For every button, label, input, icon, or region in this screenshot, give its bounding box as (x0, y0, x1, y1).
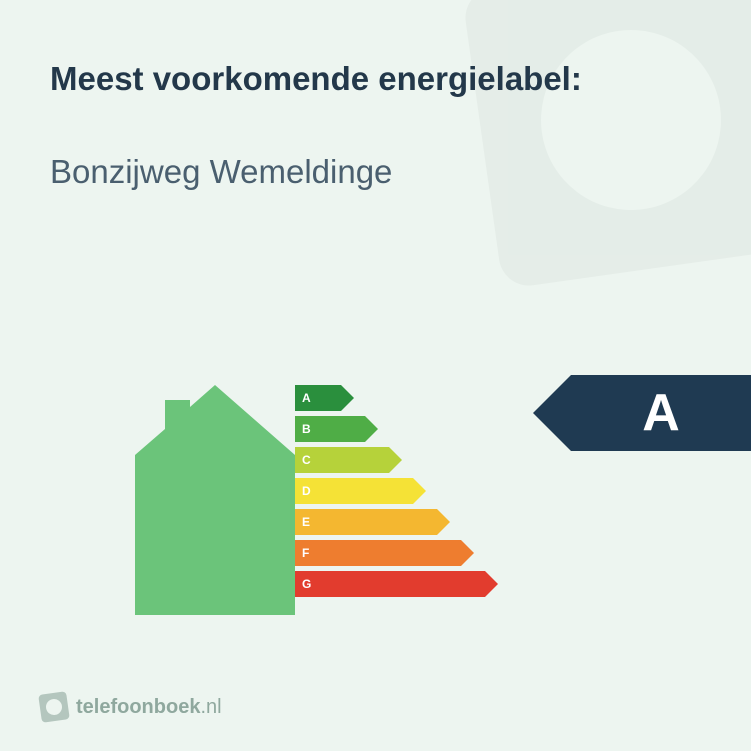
badge-arrow (533, 375, 571, 451)
brand-icon (38, 691, 70, 723)
bar-arrow (341, 385, 354, 411)
energy-bar-f: F (295, 540, 485, 566)
brand-tld: .nl (200, 696, 221, 718)
result-label-text: A (642, 383, 680, 443)
bar-shape (295, 571, 485, 597)
energy-bars: A B C D E F G (295, 385, 485, 602)
location-subtitle: Bonzijweg Wemeldinge (50, 153, 701, 191)
bar-arrow (485, 571, 498, 597)
brand-text: telefoonboek.nl (76, 696, 222, 719)
footer-brand: telefoonboek.nl (40, 693, 222, 721)
bar-arrow (461, 540, 474, 566)
bar-arrow (365, 416, 378, 442)
energy-bar-b: B (295, 416, 485, 442)
bar-label-text: F (302, 546, 309, 560)
bar-arrow (389, 447, 402, 473)
house-icon (135, 385, 295, 615)
bar-label-text: G (302, 577, 311, 591)
energy-bar-d: D (295, 478, 485, 504)
bar-label-text: B (302, 422, 311, 436)
bar-shape (295, 509, 437, 535)
brand-name: telefoonboek (76, 696, 200, 718)
energy-bar-e: E (295, 509, 485, 535)
bar-arrow (437, 509, 450, 535)
energy-bar-a: A (295, 385, 485, 411)
page-title: Meest voorkomende energielabel: (50, 60, 701, 98)
bar-label-text: C (302, 453, 311, 467)
bar-shape (295, 478, 413, 504)
bar-shape (295, 540, 461, 566)
bar-label-text: E (302, 515, 310, 529)
content-area: Meest voorkomende energielabel: Bonzijwe… (0, 0, 751, 191)
bar-label-text: A (302, 391, 311, 405)
badge-body: A (571, 375, 751, 451)
bar-arrow (413, 478, 426, 504)
result-badge: A (533, 375, 751, 451)
energy-bar-c: C (295, 447, 485, 473)
bar-label-text: D (302, 484, 311, 498)
energy-bar-g: G (295, 571, 485, 597)
